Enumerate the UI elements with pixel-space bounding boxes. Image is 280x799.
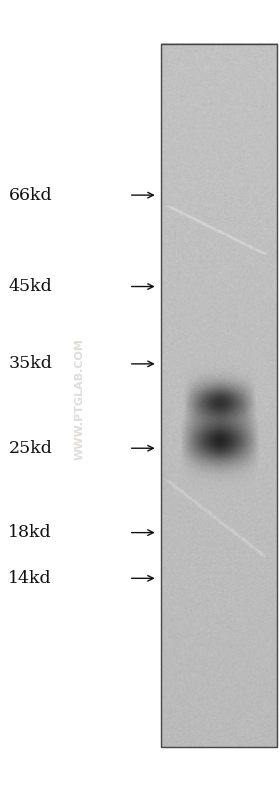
Text: 35kd: 35kd xyxy=(8,356,52,372)
Text: 25kd: 25kd xyxy=(8,439,52,457)
Text: 45kd: 45kd xyxy=(8,278,52,295)
Text: 14kd: 14kd xyxy=(8,570,52,586)
Text: 18kd: 18kd xyxy=(8,524,52,541)
Bar xyxy=(161,44,277,747)
Text: 66kd: 66kd xyxy=(8,187,52,204)
Text: WWW.PTGLAB.COM: WWW.PTGLAB.COM xyxy=(75,339,85,460)
